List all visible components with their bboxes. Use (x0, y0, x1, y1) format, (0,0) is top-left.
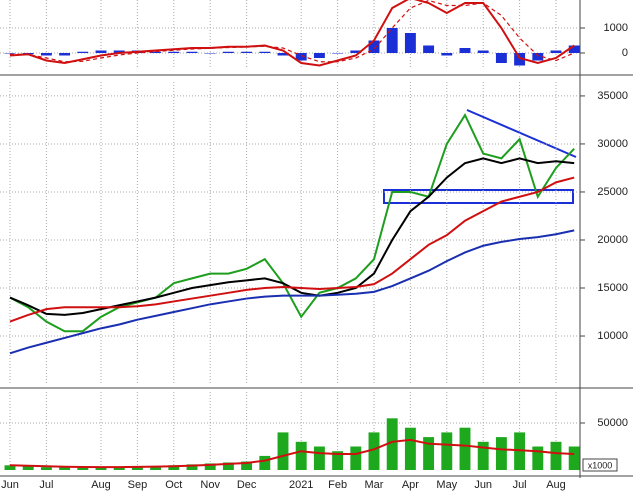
unit-label: x1000 (588, 460, 613, 470)
bar (550, 441, 562, 470)
bar (40, 53, 52, 56)
y-tick-label: 50000 (597, 417, 628, 429)
bar (495, 53, 507, 63)
bar (22, 466, 34, 470)
y-tick-label: 0 (622, 47, 628, 59)
x-tick-label: May (436, 479, 457, 491)
bar (77, 51, 89, 53)
bar (186, 464, 198, 470)
bar (550, 50, 562, 53)
x-tick-label: Feb (328, 479, 347, 491)
bar (241, 51, 253, 53)
bar (113, 467, 125, 470)
bar (295, 441, 307, 470)
series-line (9, 0, 575, 63)
trend-line (466, 109, 577, 158)
bar (441, 432, 453, 470)
bar (477, 50, 489, 53)
series-line (9, 229, 575, 355)
bar (313, 446, 325, 470)
bar (386, 418, 398, 470)
x-tick-label: 2021 (289, 479, 313, 491)
bar (259, 51, 271, 53)
bar (495, 437, 507, 470)
series-line (9, 438, 575, 469)
bar (368, 432, 380, 470)
bar (441, 53, 453, 56)
bar (532, 53, 544, 61)
bar (568, 45, 580, 53)
bar (404, 427, 416, 470)
range-box (383, 189, 574, 204)
bar (222, 51, 234, 53)
bar (514, 53, 526, 66)
bar (295, 53, 307, 61)
x-tick-label: Jul (39, 479, 53, 491)
bar (241, 461, 253, 470)
unit-box (582, 458, 618, 472)
bar (150, 51, 162, 53)
x-tick-label: Dec (237, 479, 257, 491)
bar (459, 48, 471, 53)
bar (95, 50, 107, 53)
x-tick-label: Mar (365, 479, 384, 491)
bar (423, 437, 435, 470)
bar (150, 466, 162, 470)
bar (404, 33, 416, 53)
y-tick-label: 15000 (597, 282, 628, 294)
bar (40, 467, 52, 470)
x-tick-label: Oct (165, 479, 182, 491)
bar (350, 50, 362, 53)
bar (532, 446, 544, 470)
x-tick-label: Sep (128, 479, 148, 491)
x-tick-label: Jun (1, 479, 19, 491)
bar (4, 53, 16, 54)
bar (204, 463, 216, 470)
bar (59, 467, 71, 470)
bar (168, 51, 180, 53)
bar (332, 451, 344, 470)
bar (332, 53, 344, 54)
series-line (9, 113, 575, 333)
bar (386, 28, 398, 53)
bar (4, 465, 16, 470)
y-tick-label: 30000 (597, 138, 628, 150)
x-tick-label: Jun (474, 479, 492, 491)
bar (186, 51, 198, 53)
series-line (9, 176, 575, 323)
bar (568, 446, 580, 470)
bar (222, 462, 234, 470)
x-tick-label: Nov (200, 479, 220, 491)
bar (77, 467, 89, 470)
x-tick-label: Jul (513, 479, 527, 491)
y-tick-label: 35000 (597, 90, 628, 102)
x-tick-label: Aug (546, 479, 566, 491)
bar (131, 466, 143, 470)
bar (259, 455, 271, 470)
bar (59, 53, 71, 56)
y-tick-label: 1000 (604, 22, 628, 34)
y-tick-label: 10000 (597, 330, 628, 342)
bar (168, 465, 180, 470)
x-tick-label: Apr (402, 479, 419, 491)
bar (277, 432, 289, 470)
bar (113, 50, 125, 53)
y-tick-label: 25000 (597, 186, 628, 198)
bar (313, 53, 325, 58)
bar (459, 427, 471, 470)
bar (350, 446, 362, 470)
bar (277, 53, 289, 56)
bar (204, 53, 216, 54)
bar (423, 45, 435, 53)
x-tick-label: Aug (91, 479, 111, 491)
bar (368, 40, 380, 53)
bar (477, 441, 489, 470)
y-tick-label: 20000 (597, 234, 628, 246)
bar (95, 467, 107, 470)
